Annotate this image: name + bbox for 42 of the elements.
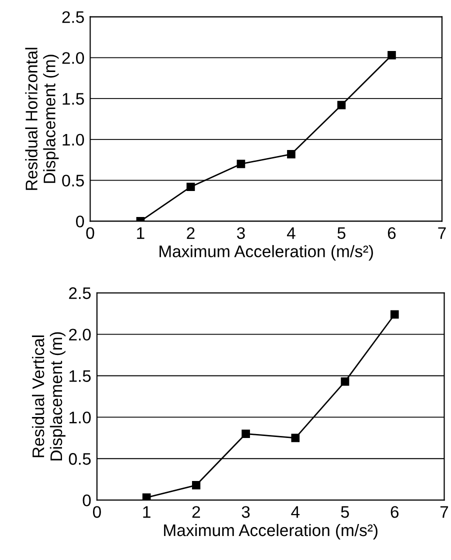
point [340,377,350,386]
x-tick-label: 6 [390,506,399,518]
x-tick-label: 0 [92,506,101,518]
point [242,430,250,438]
x-tick-label: 6 [388,227,396,239]
y-tick-label: 0 [82,494,91,506]
point [291,434,300,442]
x-tick-label: 2 [192,506,200,518]
y-tick-label: 2.5 [62,11,84,24]
x-tick-label: 1 [143,506,150,518]
point [287,150,296,158]
x-tick-label: 4 [286,227,296,239]
point [142,493,151,500]
y-tick-label: 2.0 [62,52,84,64]
y-tick-label: 0 [76,216,84,228]
x-tick-label: 7 [440,506,448,518]
point [388,51,396,60]
y-tick-label: 0.5 [62,174,84,187]
point [186,182,195,192]
x-tick-label: 3 [242,506,250,518]
y-tick-label: 2.5 [69,287,91,300]
x-tick-label: 5 [338,227,346,239]
x-tick-label: 3 [236,227,245,239]
x-tick-label: 2 [186,227,195,239]
y-tick-label: 1.0 [70,412,91,424]
point [390,310,399,319]
x-tick-label: 7 [438,227,446,239]
y-axis-title: Residual Vertical Displacement (m) [32,332,66,460]
y-tick-label: 0.5 [68,453,91,465]
x-tick-label: 4 [291,506,300,518]
y-tick-label: 1.5 [70,370,91,382]
x-axis-title: Maximum Acceleration (m/s²) [164,524,378,540]
y-axis-title: Residual Horizontal Displacement (m) [25,48,59,190]
y-tick-label: 2.0 [69,328,91,341]
y-tick-label: 1.0 [62,134,84,146]
x-axis-title: Maximum Acceleration (m/s²) [160,245,373,261]
y-tick-label: 1.5 [62,93,84,105]
point [236,160,246,168]
point [337,100,346,110]
point [192,480,200,490]
x-tick-label: 1 [137,227,144,239]
x-tick-label: 5 [341,506,349,518]
